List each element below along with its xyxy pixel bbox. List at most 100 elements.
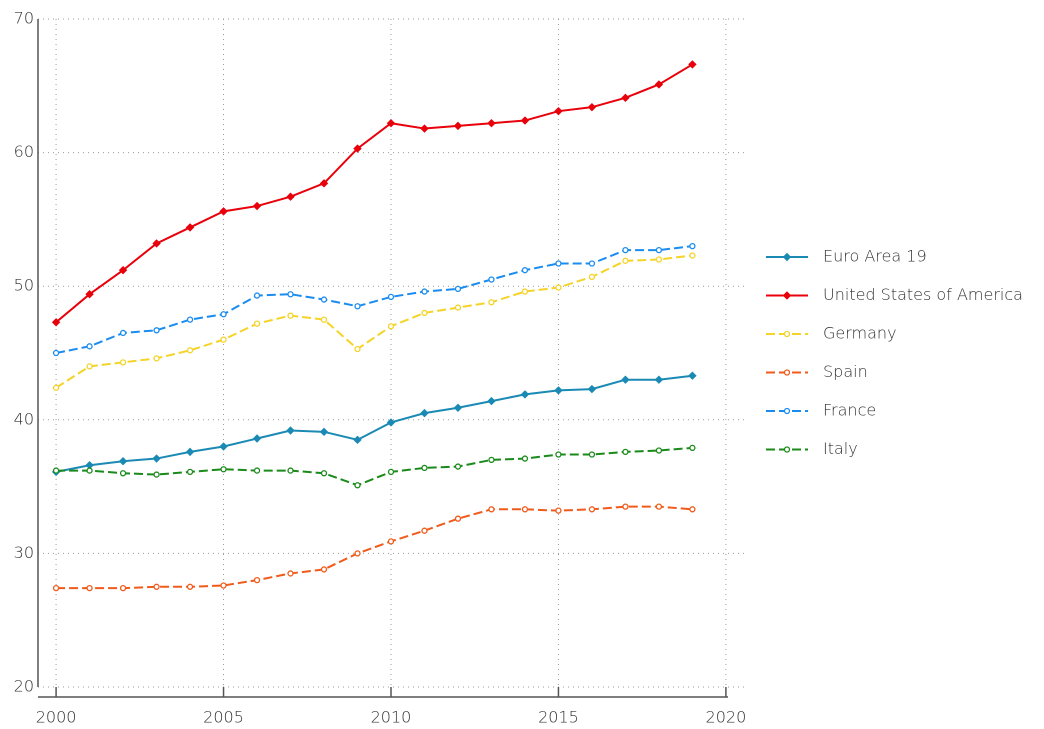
- point: [185, 447, 195, 457]
- point: [86, 467, 93, 474]
- point: [655, 447, 663, 454]
- point: [555, 284, 562, 291]
- point: [588, 451, 596, 458]
- point: [253, 292, 261, 299]
- point: [152, 454, 161, 463]
- point: [622, 448, 629, 456]
- y-tick-label: 60: [14, 142, 34, 161]
- point: [219, 207, 228, 216]
- point: [654, 375, 664, 384]
- point: [52, 467, 60, 474]
- point: [689, 506, 696, 513]
- point: [689, 444, 696, 452]
- point: [118, 265, 128, 275]
- point: [353, 435, 362, 445]
- x-tick-label: 2015: [538, 708, 579, 727]
- point: [219, 442, 228, 451]
- x-tick-label: 2010: [371, 708, 412, 727]
- point: [454, 285, 462, 293]
- point: [588, 260, 596, 267]
- legend-marker: [782, 291, 792, 300]
- point: [287, 312, 294, 319]
- point: [153, 583, 160, 590]
- y-tick-label: 50: [14, 276, 34, 295]
- point: [621, 93, 630, 103]
- point: [354, 482, 361, 489]
- point: [320, 470, 328, 477]
- point: [52, 384, 60, 391]
- legend-marker: [783, 407, 791, 415]
- point: [421, 309, 428, 317]
- point: [319, 179, 329, 188]
- point: [521, 267, 529, 274]
- point: [252, 201, 262, 211]
- series-line: [55, 245, 693, 354]
- point: [655, 503, 663, 510]
- point: [252, 434, 262, 443]
- point: [453, 403, 463, 412]
- y-tick-label: 30: [14, 543, 34, 562]
- point: [320, 316, 328, 323]
- point: [320, 296, 328, 303]
- point: [488, 456, 495, 464]
- point: [86, 343, 93, 350]
- point: [521, 506, 529, 513]
- point: [86, 363, 93, 370]
- point: [353, 144, 362, 153]
- point: [454, 515, 462, 522]
- series-line: [55, 63, 693, 324]
- y-tick-label: 40: [14, 409, 34, 428]
- point: [354, 345, 361, 353]
- point: [387, 538, 395, 545]
- point: [688, 60, 697, 69]
- point: [52, 584, 60, 592]
- point: [487, 396, 496, 406]
- point: [387, 323, 395, 330]
- point: [554, 386, 563, 395]
- point: [319, 427, 329, 437]
- point: [153, 471, 160, 478]
- point: [421, 464, 428, 472]
- point: [420, 408, 429, 418]
- point: [555, 507, 562, 514]
- legend-label: Spain: [823, 362, 868, 381]
- point: [520, 390, 530, 399]
- point: [354, 303, 361, 310]
- legend-label: France: [823, 401, 876, 420]
- point: [654, 80, 664, 89]
- point: [587, 102, 597, 112]
- point: [453, 121, 463, 131]
- legend-label: Euro Area 19: [823, 247, 927, 266]
- point: [555, 260, 562, 267]
- legend-marker: [783, 330, 791, 338]
- y-tick-label: 70: [14, 9, 34, 28]
- point: [52, 349, 60, 357]
- point: [286, 192, 295, 201]
- point: [688, 371, 697, 380]
- point: [287, 467, 294, 474]
- point: [587, 384, 597, 394]
- series-line: [56, 505, 693, 590]
- point: [119, 329, 127, 337]
- point: [153, 355, 160, 362]
- point: [320, 566, 328, 573]
- series-line: [55, 254, 693, 389]
- point: [152, 239, 161, 248]
- legend-marker: [783, 369, 791, 376]
- point: [287, 291, 294, 298]
- point: [454, 463, 462, 470]
- point: [386, 418, 396, 427]
- point: [387, 468, 395, 476]
- point: [488, 276, 495, 283]
- point: [51, 318, 61, 327]
- point: [488, 506, 495, 513]
- point: [118, 457, 128, 466]
- x-tick-label: 2020: [706, 708, 747, 727]
- point: [85, 290, 94, 299]
- point: [253, 576, 261, 584]
- point: [220, 336, 227, 343]
- point: [186, 468, 194, 476]
- legend-label: Germany: [823, 324, 897, 343]
- series-line: [55, 374, 693, 473]
